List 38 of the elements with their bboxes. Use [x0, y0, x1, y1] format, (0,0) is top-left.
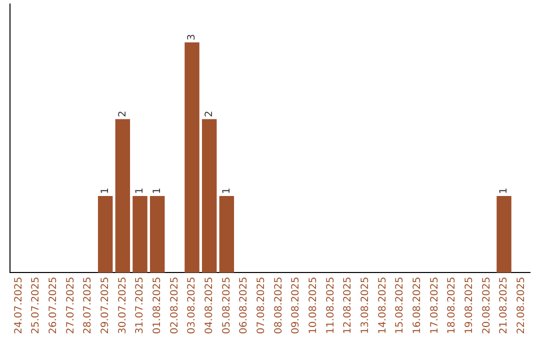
x-tick-label: 18.08.2025 [446, 276, 458, 334]
x-tick-label: 19.08.2025 [464, 276, 475, 334]
x-tick-label: 10.08.2025 [308, 276, 319, 334]
x-tick-label: 17.08.2025 [429, 276, 440, 334]
x-tick-label: 27.07.2025 [65, 276, 76, 334]
x-tick-label: 03.08.2025 [186, 276, 198, 334]
data-label: 3 [186, 34, 198, 40]
x-tick-label: 24.07.2025 [13, 276, 24, 334]
x-tick-label: 25.07.2025 [30, 276, 42, 334]
x-tick-label: 30.07.2025 [117, 276, 128, 334]
x-tick-label: 09.08.2025 [290, 276, 302, 334]
x-tick-label: 22.08.2025 [516, 276, 527, 334]
x-tick-label: 05.08.2025 [221, 276, 232, 334]
x-tick-label: 31.07.2025 [134, 276, 146, 334]
data-label: 1 [100, 188, 111, 194]
x-tick-label: 15.08.2025 [394, 276, 406, 334]
x-tick-label: 06.08.2025 [238, 276, 250, 334]
data-label: 1 [152, 188, 163, 194]
x-tick-label: 14.08.2025 [377, 276, 388, 334]
x-tick-label: 20.08.2025 [481, 276, 492, 334]
x-tick-label: 08.08.2025 [273, 276, 284, 334]
x-tick-label: 04.08.2025 [204, 276, 215, 334]
x-tick-label: 16.08.2025 [412, 276, 423, 334]
data-label: 1 [498, 188, 510, 194]
x-tick-label: 01.08.2025 [152, 276, 163, 334]
x-tick-label: 28.07.2025 [82, 276, 94, 334]
data-label: 2 [204, 110, 215, 118]
x-tick-label: 13.08.2025 [360, 276, 371, 334]
x-tick-label: 02.08.2025 [169, 276, 180, 334]
data-label: 2 [117, 110, 128, 118]
data-label: 1 [134, 188, 146, 194]
x-tick-label: 07.08.2025 [256, 276, 267, 334]
x-tick-label: 29.07.2025 [100, 276, 111, 334]
data-label: 1 [221, 188, 232, 194]
x-tick-label: 21.08.2025 [498, 276, 510, 334]
x-tick-label: 26.07.2025 [48, 276, 59, 334]
x-tick-label: 11.08.2025 [325, 276, 336, 334]
x-tick-label: 12.08.2025 [342, 276, 354, 334]
